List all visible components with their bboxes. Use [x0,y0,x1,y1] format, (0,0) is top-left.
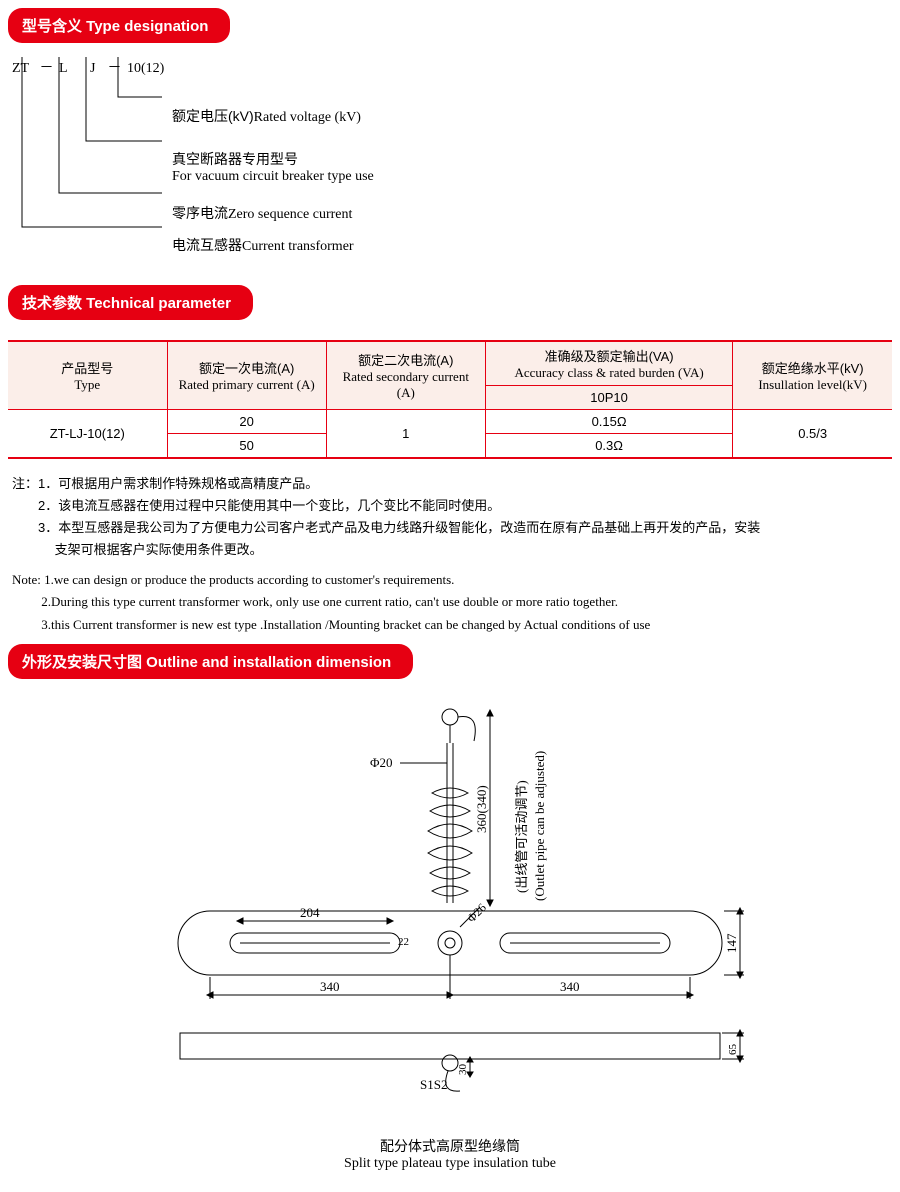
code-desc-2: 真空断路器专用型号 [172,149,298,169]
td-insulation: 0.5/3 [733,410,892,459]
note-en-1: Note: 1.we can design or produce the pro… [12,569,888,591]
td-burden-1: 0.15Ω [485,410,733,434]
outline-drawing: Φ20 360(340) (出线管可活动调节) (Outlet pipe can… [110,703,790,1123]
note-cn-3: 3．本型互感器是我公司为了方便电力公司客户老式产品及电力线路升级智能化，改造而在… [12,517,888,539]
notes: 注：1．可根据用户需求制作特殊规格或高精度产品。 2．该电流互感器在使用过程中只… [12,473,888,636]
code-p3: J [90,61,104,77]
th-accuracy: 准确级及额定输出(VA)Accuracy class & rated burde… [485,341,733,386]
lbl-vert-en: (Outlet pipe can be adjusted) [532,750,547,900]
lbl-22: 22 [398,936,409,948]
lbl-65: 65 [727,1043,739,1055]
td-burden-2: 0.3Ω [485,434,733,459]
th-primary: 额定一次电流(A)Rated primary current (A) [167,341,326,410]
lbl-204: 204 [300,905,320,920]
lbl-phi20: Φ20 [370,755,393,770]
td-primary-2: 50 [167,434,326,459]
td-type: ZT-LJ-10(12) [8,410,167,459]
code-p1: ZT [12,61,36,77]
lbl-s1s2: S1S2 [420,1077,447,1092]
lbl-30: 30 [457,1063,469,1075]
code-p4: 10(12) [127,61,164,77]
code-desc-3: 零序电流Zero sequence current [172,203,352,223]
td-primary-1: 20 [167,410,326,434]
lbl-360: 360(340) [474,785,489,833]
code-d2: － [108,57,124,77]
type-designation-diagram: ZT － L J － 10(12) 额定电压(kV)Rated voltage … [12,57,892,257]
code-d1: － [40,57,56,77]
section-title-tech-param: 技术参数 Technical parameter [8,285,253,320]
code-desc-4: 电流互感器Current transformer [172,235,354,255]
td-secondary: 1 [326,410,485,459]
section-title-type-designation: 型号含义 Type designation [8,8,230,43]
section-title-outline: 外形及安装尺寸图 Outline and installation dimens… [8,644,413,679]
bracket-lines [12,57,172,247]
diagram-caption: 配分体式高原型绝缘筒 Split type plateau type insul… [8,1136,892,1172]
note-cn-4: 支架可根据客户实际使用条件更改。 [12,539,888,561]
lbl-phi26: Φ26 [464,900,489,925]
note-en-3: 3.this Current transformer is new est ty… [12,614,888,636]
lbl-340a: 340 [320,979,340,994]
technical-parameter-table: 产品型号Type 额定一次电流(A)Rated primary current … [8,340,892,459]
code-desc-1: 额定电压(kV)Rated voltage (kV) [172,106,361,126]
th-type: 产品型号Type [8,341,167,410]
lbl-vert-cn: (出线管可活动调节) [514,780,529,893]
lbl-340b: 340 [560,979,580,994]
code-p2: L [59,61,75,77]
code-desc-2-en: For vacuum circuit breaker type use [172,169,374,185]
note-en-2: 2.During this type current transformer w… [12,591,888,613]
th-secondary: 额定二次电流(A)Rated secondary current (A) [326,341,485,410]
lbl-147: 147 [724,933,739,953]
th-10p10: 10P10 [485,386,733,410]
note-cn-1: 注：1．可根据用户需求制作特殊规格或高精度产品。 [12,473,888,495]
th-insulation: 额定绝缘水平(kV)Insullation level(kV) [733,341,892,410]
note-cn-2: 2．该电流互感器在使用过程中只能使用其中一个变比，几个变比不能同时使用。 [12,495,888,517]
